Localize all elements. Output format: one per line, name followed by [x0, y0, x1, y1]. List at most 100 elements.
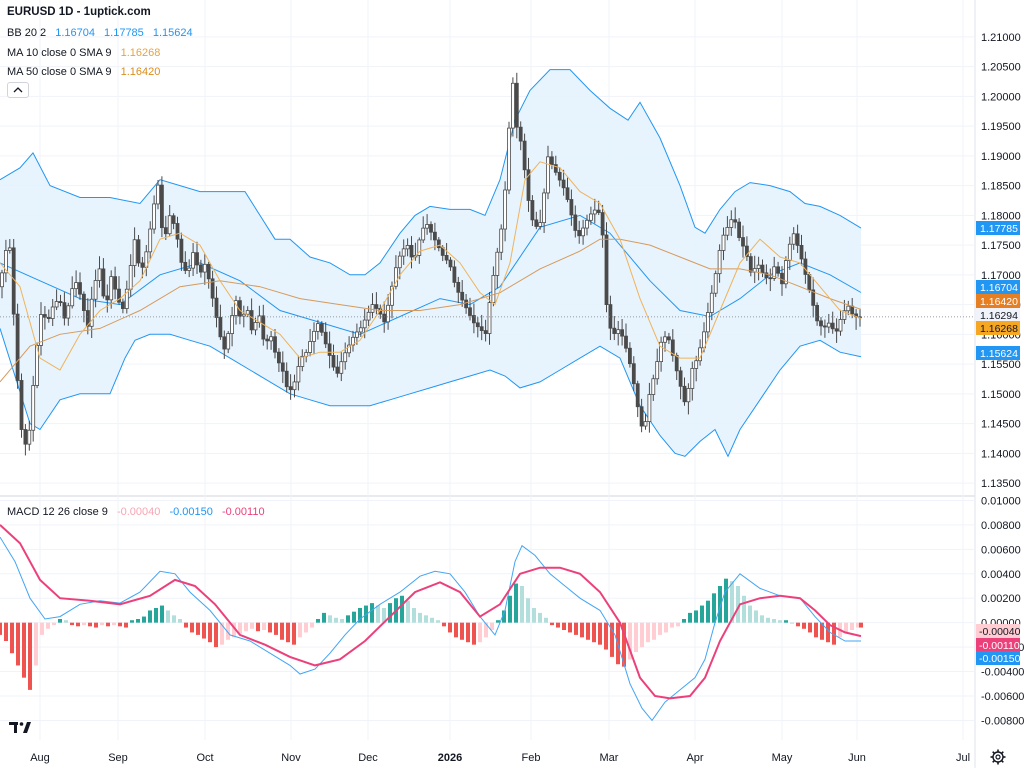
candle-body [612, 327, 617, 334]
candle-body [495, 251, 500, 276]
candle-body [581, 227, 585, 237]
candle-body [43, 314, 47, 318]
macd-histogram-bar [460, 622, 464, 640]
candle-body [803, 258, 808, 275]
macd-histogram-bar [520, 586, 524, 623]
macd-histogram-bar [556, 622, 560, 628]
candle-body [214, 297, 219, 318]
macd-histogram-bar [142, 616, 146, 623]
macd-label-text: -0.00040 [979, 626, 1021, 638]
candle-body [557, 171, 562, 181]
candle-body [117, 288, 121, 303]
price-label-box [976, 308, 1020, 322]
candle-body [218, 317, 223, 338]
candle-body [159, 184, 164, 229]
macd-histogram-bar [502, 610, 506, 623]
macd-histogram-bar [496, 620, 500, 623]
macd-label-box [976, 651, 1020, 665]
candle-body [674, 354, 679, 372]
legend-bb[interactable]: BB 20 2 1.16704 1.17785 1.15624 [7, 26, 199, 40]
candle-body [553, 164, 558, 173]
macd-histogram-bar [148, 610, 152, 623]
macd-histogram-bar [706, 600, 710, 623]
candle-body [378, 308, 383, 315]
macd-histogram-bar [94, 622, 98, 628]
signal-line [0, 524, 862, 700]
ma10-line [0, 161, 862, 371]
macd-histogram-bar [742, 595, 746, 623]
candle-body [222, 336, 227, 350]
tradingview-logo-icon[interactable] [8, 718, 32, 736]
candle-body [542, 192, 546, 223]
macd-histogram-bar [238, 622, 242, 634]
legend-macd[interactable]: MACD 12 26 close 9 -0.00040 -0.00150 -0.… [7, 505, 271, 519]
candle-body [386, 304, 391, 323]
macd-histogram-bar [190, 622, 194, 633]
macd-histogram-bar [514, 583, 518, 623]
macd-histogram-bar [550, 622, 554, 626]
macd-histogram-bar [478, 622, 482, 643]
collapse-legend-button[interactable] [7, 82, 29, 98]
candle-body [66, 305, 71, 319]
candle-body [729, 219, 734, 228]
price-tick-label: 1.13500 [981, 478, 1021, 490]
candle-body [136, 239, 141, 264]
candle-body [62, 302, 67, 319]
candle-body [748, 256, 753, 273]
macd-histogram-bar [112, 622, 116, 626]
candle-body [596, 209, 601, 213]
candle-body [733, 219, 738, 223]
macd-histogram-bar [736, 586, 740, 623]
macd-label-text: -0.00110 [979, 640, 1020, 652]
candle-body [651, 378, 656, 395]
macd-histogram-bar [382, 608, 386, 623]
macd-histogram-bar [700, 605, 704, 623]
candle-body [312, 330, 316, 342]
candle-body [280, 362, 285, 372]
macd-histogram-bar [280, 622, 284, 640]
candle-body [604, 234, 609, 305]
legend-ma10[interactable]: MA 10 close 0 SMA 9 1.16268 [7, 46, 166, 60]
price-tick-label: 1.15500 [981, 359, 1021, 371]
chart-title: EURUSD 1D - 1uptick.com [7, 5, 157, 19]
price-label-text: 1.17785 [980, 223, 1018, 235]
candle-body [663, 336, 667, 343]
candle-body [265, 338, 270, 342]
macd-histogram-bar [730, 581, 734, 623]
macd-histogram-bar [442, 622, 446, 627]
candlesticks [0, 72, 862, 456]
candle-body [171, 215, 176, 224]
candle-body [331, 355, 336, 368]
candle-body [546, 156, 550, 194]
macd-histogram-bar [508, 595, 512, 623]
legend-ma10-value: 1.16268 [120, 47, 161, 59]
gear-icon[interactable] [990, 749, 1006, 765]
candle-body [417, 239, 422, 256]
candle-body [124, 288, 129, 309]
candle-body [787, 243, 792, 261]
candle-body [589, 213, 593, 221]
macd-histogram-bar [646, 622, 650, 643]
macd-histogram-bar [292, 622, 296, 645]
macd-histogram-bar [598, 622, 602, 645]
candle-body [507, 127, 511, 191]
macd-histogram-bar [28, 622, 32, 690]
macd-histogram-bar [754, 610, 758, 623]
macd-histogram-bar [340, 619, 344, 623]
candle-body [487, 302, 492, 334]
candle-body [561, 179, 566, 189]
price-tick-label: 1.17500 [981, 240, 1021, 252]
macd-histogram-bar [58, 619, 62, 623]
macd-histogram-bar [268, 622, 272, 633]
macd-histogram-bar [40, 622, 44, 635]
candle-body [405, 244, 410, 250]
legend-ma50[interactable]: MA 50 close 0 SMA 9 1.16420 [7, 65, 166, 79]
macd-histogram-bar [814, 622, 818, 638]
price-label-box [976, 280, 1020, 294]
macd-histogram-bar [484, 622, 488, 638]
candle-body [401, 248, 406, 257]
macd-histogram-bar [574, 622, 578, 635]
macd-histogram-bar [544, 617, 548, 623]
candle-body [132, 239, 137, 266]
